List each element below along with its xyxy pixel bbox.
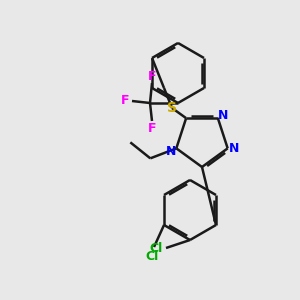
Text: N: N [218, 109, 228, 122]
Text: Cl: Cl [146, 250, 159, 262]
Text: N: N [229, 142, 239, 155]
Text: F: F [148, 70, 156, 83]
Text: Cl: Cl [149, 242, 163, 254]
Text: F: F [121, 94, 129, 107]
Text: N: N [166, 145, 176, 158]
Text: F: F [148, 122, 156, 134]
Text: S: S [167, 101, 177, 115]
